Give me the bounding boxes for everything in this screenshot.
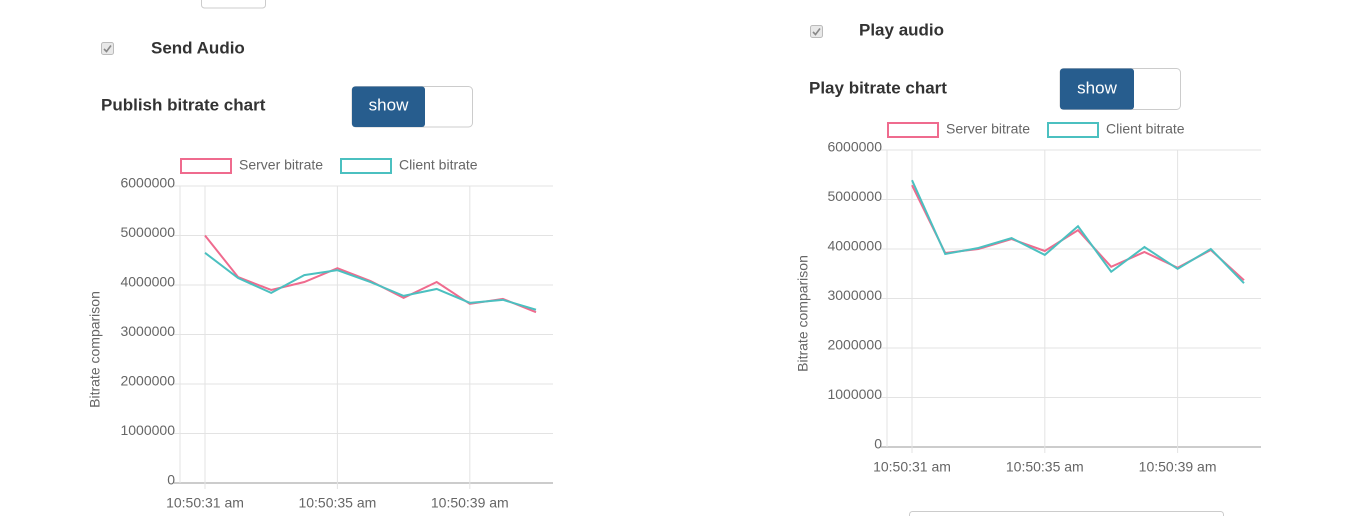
chart-label: Play bitrate chart bbox=[809, 78, 947, 97]
legend-swatch bbox=[887, 122, 939, 138]
legend-label: Client bitrate bbox=[399, 157, 478, 173]
x-tick-label: 10:50:39 am bbox=[431, 495, 509, 511]
y-tick-label: 5000000 bbox=[827, 188, 882, 204]
y-tick-label: 4000000 bbox=[120, 274, 175, 290]
y-tick-label: 2000000 bbox=[120, 373, 175, 389]
y-tick-label: 3000000 bbox=[120, 323, 175, 339]
play-audio-label: Play audio bbox=[859, 20, 944, 39]
series-line bbox=[911, 179, 1245, 284]
x-tick-label: 10:50:39 am bbox=[1139, 459, 1217, 475]
y-tick-label: 4000000 bbox=[827, 238, 882, 254]
legend-swatch bbox=[1047, 122, 1099, 138]
x-tick-label: 10:50:31 am bbox=[166, 495, 244, 511]
toggle-on[interactable] bbox=[352, 86, 425, 128]
checkbox-box bbox=[101, 42, 114, 55]
play-audio-checkbox[interactable] bbox=[810, 25, 823, 38]
legend-swatch bbox=[180, 158, 232, 174]
send-audio-label: Send Audio bbox=[151, 38, 245, 57]
chart-label: Publish bitrate chart bbox=[101, 95, 266, 114]
y-tick-label: 6000000 bbox=[120, 175, 175, 191]
y-tick-label: 0 bbox=[167, 472, 175, 488]
toggle-text[interactable]: show bbox=[369, 95, 409, 114]
y-tick-label: 0 bbox=[874, 436, 882, 452]
legend-label: Client bitrate bbox=[1106, 121, 1185, 137]
check-mark bbox=[812, 28, 821, 36]
y-tick-label: 3000000 bbox=[827, 287, 882, 303]
toggle-on[interactable] bbox=[1060, 68, 1134, 110]
checkbox-box bbox=[810, 25, 823, 38]
check-mark bbox=[103, 45, 112, 53]
y-tick-label: 2000000 bbox=[827, 337, 882, 353]
x-tick-label: 10:50:35 am bbox=[1006, 459, 1084, 475]
y-tick-label: 5000000 bbox=[120, 224, 175, 240]
x-tick-label: 10:50:35 am bbox=[298, 495, 376, 511]
toggle-text[interactable]: show bbox=[1077, 78, 1117, 97]
input-box[interactable] bbox=[201, 0, 266, 9]
legend-swatch bbox=[340, 158, 392, 174]
y-axis-title: Bitrate comparison bbox=[795, 255, 811, 372]
send-audio-checkbox[interactable] bbox=[101, 42, 114, 55]
y-axis-title: Bitrate comparison bbox=[87, 291, 103, 408]
y-tick-label: 1000000 bbox=[120, 422, 175, 438]
x-tick-label: 10:50:31 am bbox=[873, 459, 951, 475]
y-tick-label: 6000000 bbox=[827, 139, 882, 155]
series-line bbox=[204, 252, 537, 311]
legend-label: Server bitrate bbox=[946, 121, 1030, 137]
legend-label: Server bitrate bbox=[239, 157, 323, 173]
input-box[interactable] bbox=[909, 511, 1224, 516]
y-tick-label: 1000000 bbox=[827, 386, 882, 402]
